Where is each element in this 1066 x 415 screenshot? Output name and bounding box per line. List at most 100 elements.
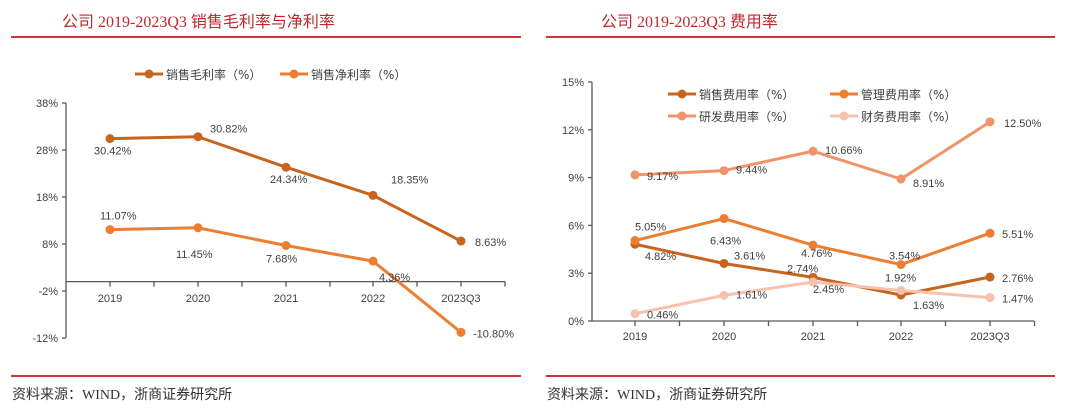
- right-chart-title: 公司 2019-2023Q3 费用率: [601, 14, 778, 31]
- right-series-3-data-label: 10.66%: [825, 145, 863, 157]
- right-legend-marker-2: [839, 89, 849, 99]
- right-series-4-point: [985, 293, 995, 303]
- right-legend-marker-3: [677, 111, 687, 121]
- right-title-rule: [546, 36, 1055, 38]
- right-y-tick-label: 3%: [568, 268, 584, 280]
- left-x-tick-label: 2019: [98, 293, 122, 305]
- right-series-4-data-label: 1.47%: [1002, 294, 1033, 306]
- right-legend-label-4: 财务费用率（%）: [861, 109, 956, 124]
- right-series-2-data-label: 5.51%: [1002, 229, 1033, 241]
- right-series-4-data-label: 1.92%: [885, 272, 916, 284]
- right-y-tick-label: 6%: [568, 220, 584, 232]
- left-x-tick-label: 2020: [186, 293, 210, 305]
- left-source-note: 资料来源：WIND，浙商证券研究所: [12, 388, 233, 403]
- left-chart-title: 公司 2019-2023Q3 销售毛利率与净利率: [62, 14, 335, 31]
- left-series-line-1: [109, 135, 462, 243]
- right-series-1-point: [985, 272, 995, 282]
- left-series-1-data-label: 30.82%: [210, 124, 248, 136]
- right-y-tick-label: 9%: [568, 173, 584, 185]
- left-series-1-point: [193, 132, 203, 142]
- right-x-tick-label: 2019: [623, 331, 647, 343]
- left-series-2-point: [105, 225, 115, 235]
- right-series-2-data-label: 5.05%: [635, 222, 666, 234]
- left-series-2-data-label: 11.45%: [176, 249, 213, 261]
- left-series-2-data-label: 7.68%: [266, 254, 297, 266]
- right-series-2-data-label: 6.43%: [710, 236, 741, 248]
- right-legend-label-2: 管理费用率（%）: [861, 87, 956, 102]
- left-x-tick-label: 2021: [274, 293, 298, 305]
- right-series-1-data-label: 2.76%: [1002, 273, 1033, 285]
- right-series-4-point: [896, 285, 906, 295]
- left-y-tick-label: -2%: [38, 286, 58, 298]
- right-series-2-point: [808, 240, 818, 250]
- left-series-1-point: [281, 162, 291, 172]
- left-series-1-point: [456, 236, 466, 246]
- left-y-tick-label: 18%: [36, 192, 58, 204]
- left-series-1-data-label: 24.34%: [270, 174, 308, 186]
- right-series-2-point: [630, 236, 640, 246]
- left-series-2-point: [368, 256, 378, 266]
- right-x-tick-label: 2021: [801, 331, 825, 343]
- right-series-1-point: [719, 258, 729, 268]
- right-series-3-data-label: 12.50%: [1004, 118, 1042, 130]
- right-series-1-data-label: 4.82%: [645, 251, 676, 263]
- right-series-3-point: [630, 170, 640, 180]
- right-series-4-data-label: 2.45%: [813, 284, 844, 296]
- right-series-4-point: [719, 290, 729, 300]
- right-x-tick-label: 2023Q3: [970, 331, 1009, 343]
- left-series-1-data-label: 30.42%: [94, 146, 132, 158]
- left-y-tick-label: 8%: [42, 239, 58, 251]
- left-series-2-point: [193, 223, 203, 233]
- left-title-rule: [11, 36, 521, 38]
- right-series-4-point: [808, 277, 818, 287]
- right-series-2-data-label: 4.76%: [801, 248, 832, 260]
- left-legend-label-1: 销售毛利率（%）: [166, 67, 261, 82]
- right-series-3-point: [808, 146, 818, 156]
- right-y-tick-label: 12%: [562, 125, 584, 137]
- left-legend-marker-1: [144, 69, 154, 79]
- right-legend-marker-1: [677, 89, 687, 99]
- left-x-tick-label: 2023Q3: [441, 293, 480, 305]
- left-source-rule: [11, 375, 521, 377]
- right-series-3-point: [896, 174, 906, 184]
- right-series-4-data-label: 1.61%: [736, 289, 767, 301]
- left-legend-label-2: 销售净利率（%）: [311, 67, 406, 82]
- left-series-2-data-label: 4.36%: [379, 272, 410, 284]
- right-source-rule: [546, 375, 1055, 377]
- right-series-3-data-label: 8.91%: [913, 178, 944, 190]
- left-series-1-data-label: 18.35%: [391, 174, 429, 186]
- right-legend-label-3: 研发费用率（%）: [699, 109, 794, 124]
- left-series-2-data-label: -10.80%: [473, 328, 514, 340]
- right-source-note: 资料来源：WIND，浙商证券研究所: [547, 388, 768, 403]
- right-series-3-data-label: 9.44%: [736, 165, 767, 177]
- right-series-3-point: [719, 166, 729, 176]
- left-series-1-data-label: 8.63%: [475, 237, 506, 249]
- left-y-tick-label: 28%: [36, 145, 58, 157]
- right-series-4-point: [630, 309, 640, 319]
- right-series-2-data-label: 3.54%: [889, 251, 920, 263]
- right-y-tick-label: 0%: [568, 316, 584, 328]
- right-y-tick-label: 15%: [562, 77, 584, 89]
- left-series-2-data-label: 11.07%: [100, 211, 137, 223]
- left-series-2-point: [281, 241, 291, 251]
- right-series-2-point: [719, 214, 729, 224]
- right-series-4-data-label: 0.46%: [647, 310, 678, 322]
- left-y-tick-label: 38%: [36, 98, 58, 110]
- right-series-2-point: [896, 260, 906, 270]
- right-series-2-point: [985, 228, 995, 238]
- right-legend-marker-4: [839, 111, 849, 121]
- right-series-1-data-label: 1.63%: [913, 300, 944, 312]
- left-series-2-point: [456, 327, 466, 337]
- left-legend-marker-2: [289, 69, 299, 79]
- left-series-1-point: [368, 190, 378, 200]
- right-legend-label-1: 销售费用率（%）: [699, 87, 794, 102]
- right-series-1-data-label: 2.74%: [787, 263, 818, 275]
- left-x-tick-label: 2022: [361, 293, 385, 305]
- right-x-tick-label: 2020: [712, 331, 736, 343]
- left-y-tick-label: -12%: [32, 333, 58, 345]
- right-series-3-point: [985, 117, 995, 127]
- left-series-1-point: [105, 134, 115, 144]
- right-x-tick-label: 2022: [889, 331, 913, 343]
- right-series-3-data-label: 9.17%: [647, 171, 678, 183]
